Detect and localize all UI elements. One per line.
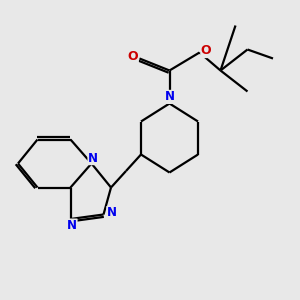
Text: O: O bbox=[128, 50, 138, 64]
Text: O: O bbox=[201, 44, 212, 58]
Text: N: N bbox=[88, 152, 98, 165]
Text: N: N bbox=[164, 90, 175, 104]
Text: N: N bbox=[107, 206, 117, 220]
Text: N: N bbox=[67, 219, 77, 232]
